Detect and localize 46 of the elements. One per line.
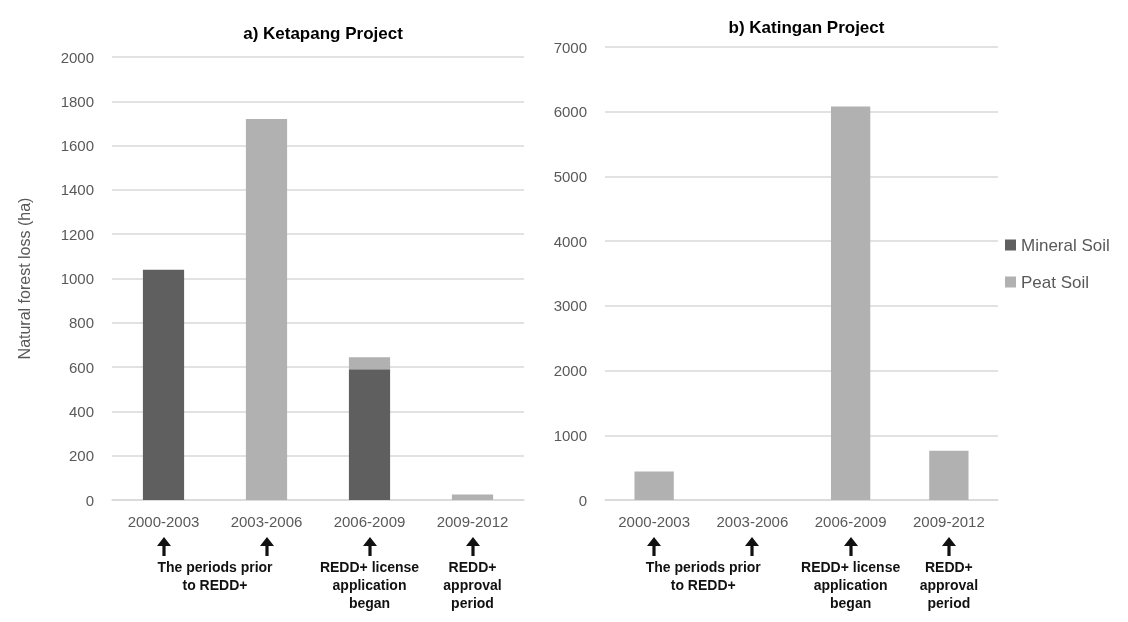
y-tick-label: 6000 xyxy=(553,103,587,121)
y-tick-label: 7000 xyxy=(553,38,587,56)
bar xyxy=(348,357,391,370)
y-tick-label: 3000 xyxy=(553,297,587,315)
y-tick-label: 1400 xyxy=(60,181,94,199)
x-tick-label: 2000-2003 xyxy=(618,513,690,530)
text: The periods prior to REDD+ xyxy=(157,558,273,594)
bar xyxy=(929,450,969,500)
y-tick-label: 0 xyxy=(85,491,94,509)
bar xyxy=(451,494,494,500)
bar xyxy=(634,471,674,500)
y-tick-label: 600 xyxy=(68,358,94,376)
bar xyxy=(348,369,391,500)
x-tick-label: 2000-2003 xyxy=(127,513,200,530)
bar xyxy=(830,106,871,500)
x-tick-label: 2006-2009 xyxy=(333,513,406,530)
x-tick-label: 2009-2012 xyxy=(436,513,509,530)
y-tick-label: 1000 xyxy=(553,426,587,444)
y-tick-label: 1800 xyxy=(60,92,94,110)
y-tick-label: 400 xyxy=(68,402,94,420)
y-tick-label: 200 xyxy=(68,447,94,465)
chart-title: a) Ketapang Project xyxy=(243,24,404,43)
x-tick-label: 2003-2006 xyxy=(230,513,303,530)
y-tick-label: 5000 xyxy=(553,167,587,185)
bar xyxy=(245,119,288,500)
text: REDD+ license application began xyxy=(801,558,901,612)
y-tick-label: 1200 xyxy=(60,225,94,243)
x-tick-label: 2006-2009 xyxy=(814,513,887,530)
y-tick-label: 1000 xyxy=(60,270,94,287)
y-tick-label: 800 xyxy=(68,314,94,332)
bar xyxy=(142,269,185,500)
x-tick-label: 2003-2006 xyxy=(716,513,789,530)
text: REDD+ license application began xyxy=(319,558,420,612)
y-tick-label: 2000 xyxy=(60,48,94,66)
legend-label: Mineral Soil xyxy=(1021,235,1110,255)
text: REDD+ approval period xyxy=(919,558,979,612)
y-tick-label: 2000 xyxy=(553,362,587,380)
y-tick-label: 4000 xyxy=(553,232,587,250)
text: REDD+ approval period xyxy=(443,558,502,612)
legend-label: Peat Soil xyxy=(1021,272,1090,292)
y-tick-label: 0 xyxy=(578,491,587,509)
x-tick-label: 2009-2012 xyxy=(913,513,985,530)
chart-title: b) Katingan Project xyxy=(728,18,885,37)
y-axis-title: Natural forest loss (ha) xyxy=(15,197,33,360)
text: The periods prior to REDD+ xyxy=(645,558,761,594)
y-tick-label: 1600 xyxy=(60,137,94,155)
